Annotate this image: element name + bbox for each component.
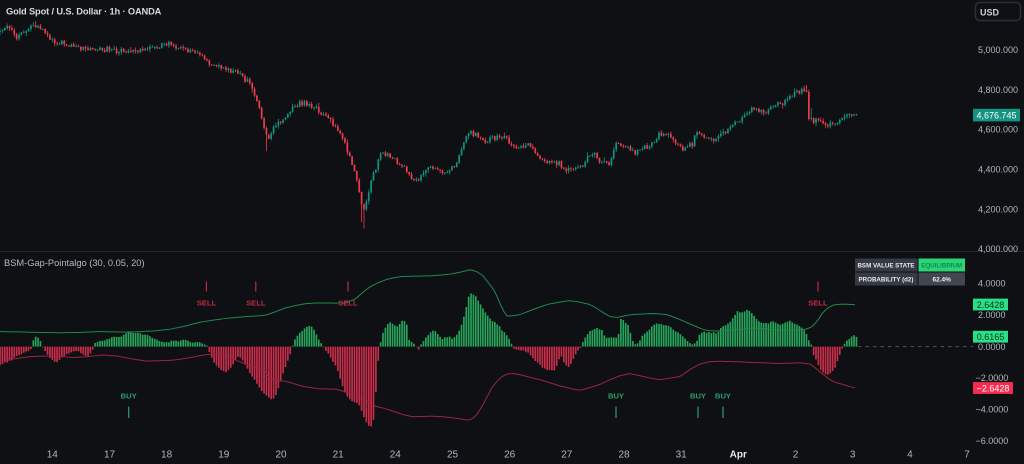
svg-text:SELL: SELL xyxy=(808,299,828,308)
svg-text:Apr: Apr xyxy=(730,450,747,461)
svg-text:4,200.000: 4,200.000 xyxy=(978,204,1018,214)
svg-text:−4.0000: −4.0000 xyxy=(976,405,1009,415)
svg-text:−6.0000: −6.0000 xyxy=(976,436,1009,446)
svg-text:SELL: SELL xyxy=(246,299,266,308)
svg-text:−2.6428: −2.6428 xyxy=(977,383,1010,393)
svg-text:0.0000: 0.0000 xyxy=(978,342,1006,352)
svg-text:62.4%: 62.4% xyxy=(932,276,951,283)
svg-text:24: 24 xyxy=(390,450,402,461)
svg-text:19: 19 xyxy=(218,450,230,461)
svg-text:PROBABILITY (d2): PROBABILITY (d2) xyxy=(859,276,914,283)
svg-text:26: 26 xyxy=(504,450,516,461)
svg-text:Gold Spot / U.S. Dollar · 1h ·: Gold Spot / U.S. Dollar · 1h · OANDA xyxy=(6,6,162,16)
svg-text:4: 4 xyxy=(907,450,913,461)
svg-text:4,676.745: 4,676.745 xyxy=(976,110,1016,120)
svg-text:SELL: SELL xyxy=(338,299,358,308)
svg-text:5,000.000: 5,000.000 xyxy=(978,45,1018,55)
svg-text:20: 20 xyxy=(275,450,287,461)
svg-text:−2.0000: −2.0000 xyxy=(976,373,1009,383)
svg-text:14: 14 xyxy=(47,450,59,461)
svg-text:21: 21 xyxy=(333,450,345,461)
svg-text:BUY: BUY xyxy=(715,392,731,401)
svg-text:17: 17 xyxy=(104,450,116,461)
svg-text:BUY: BUY xyxy=(608,392,624,401)
svg-text:BUY: BUY xyxy=(690,392,706,401)
svg-text:27: 27 xyxy=(561,450,573,461)
svg-text:BUY: BUY xyxy=(121,392,137,401)
svg-text:4,600.000: 4,600.000 xyxy=(978,125,1018,135)
svg-text:4,000.000: 4,000.000 xyxy=(978,244,1018,254)
svg-text:USD: USD xyxy=(980,8,1000,18)
svg-text:SELL: SELL xyxy=(197,299,217,308)
svg-text:2: 2 xyxy=(793,450,799,461)
svg-text:4,800.000: 4,800.000 xyxy=(978,85,1018,95)
svg-text:4,400.000: 4,400.000 xyxy=(978,165,1018,175)
svg-text:7: 7 xyxy=(964,450,970,461)
svg-text:28: 28 xyxy=(618,450,630,461)
svg-text:4.0000: 4.0000 xyxy=(978,279,1006,289)
svg-text:EQUILIBRIUM: EQUILIBRIUM xyxy=(921,263,962,270)
svg-text:3: 3 xyxy=(850,450,856,461)
svg-text:2.0000: 2.0000 xyxy=(978,310,1006,320)
svg-text:BSM-Gap-Pointalgo (30, 0.05, 2: BSM-Gap-Pointalgo (30, 0.05, 20) xyxy=(4,258,145,268)
svg-text:25: 25 xyxy=(447,450,459,461)
svg-text:0.6165: 0.6165 xyxy=(977,332,1005,342)
svg-text:2.6428: 2.6428 xyxy=(977,300,1005,310)
svg-text:BSM VALUE STATE: BSM VALUE STATE xyxy=(857,262,914,269)
svg-text:18: 18 xyxy=(161,450,173,461)
svg-text:31: 31 xyxy=(676,450,688,461)
